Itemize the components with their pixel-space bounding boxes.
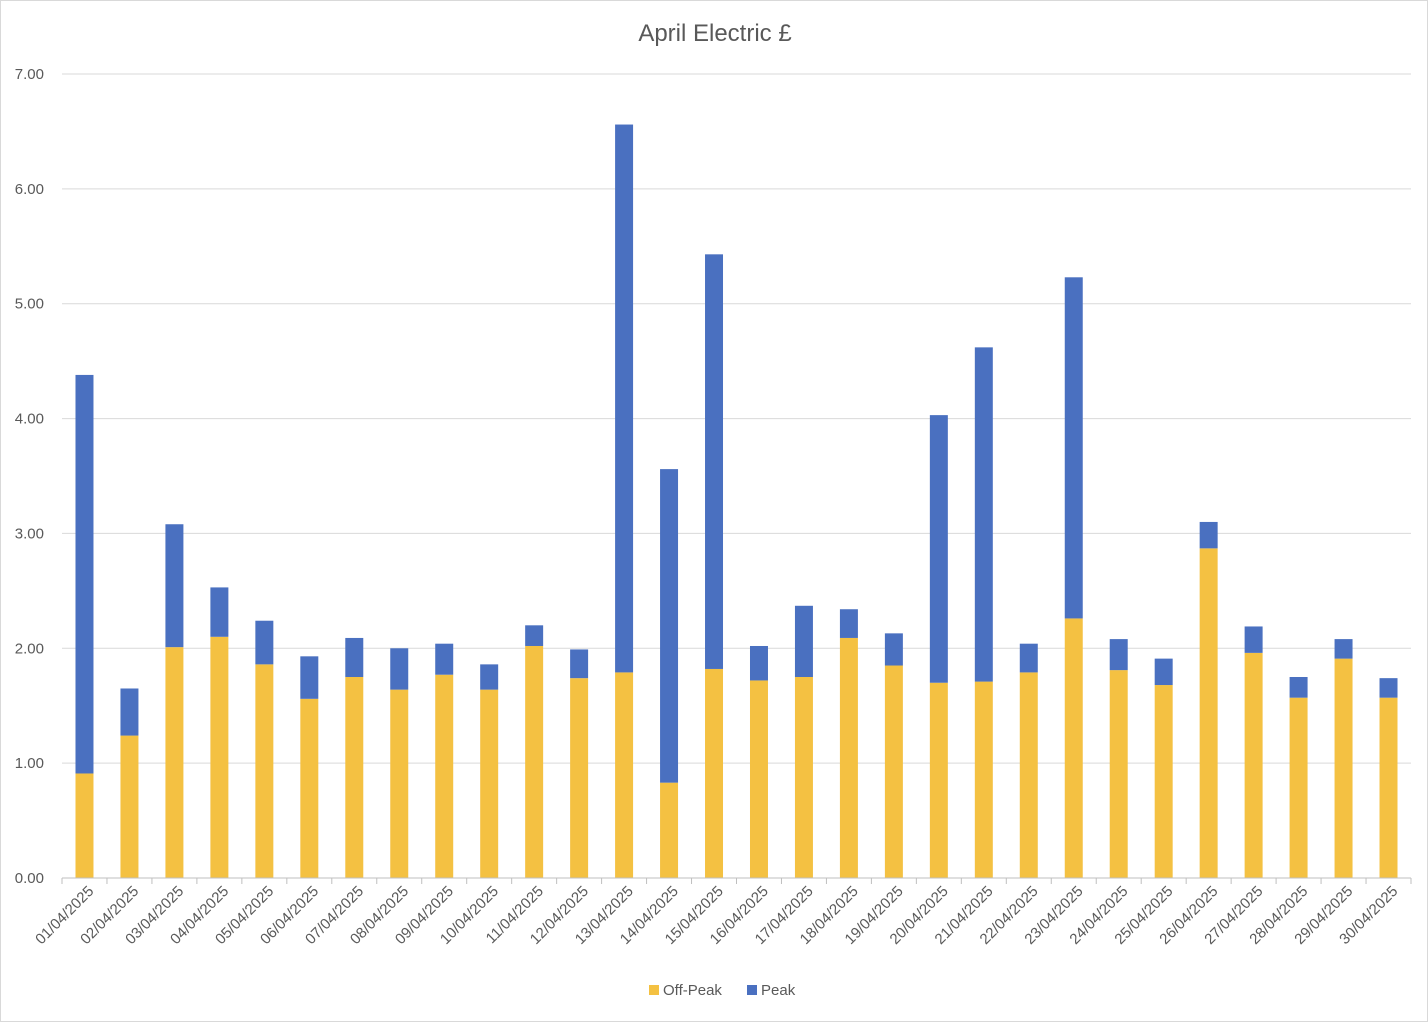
- y-tick-label: 3.00: [15, 525, 44, 542]
- bar-peak: [255, 620, 274, 665]
- bar-peak: [794, 605, 813, 677]
- bar-off-peak: [300, 698, 319, 878]
- bar-off-peak: [794, 677, 813, 878]
- bar-peak: [660, 469, 679, 783]
- bar-peak: [749, 645, 768, 681]
- bar-peak: [929, 415, 948, 683]
- bar-off-peak: [1379, 697, 1398, 878]
- bar-off-peak: [974, 681, 993, 878]
- bar-off-peak: [345, 677, 364, 878]
- y-tick-label: 2.00: [15, 640, 44, 657]
- y-tick-label: 4.00: [15, 411, 44, 428]
- bar-peak: [390, 648, 409, 690]
- bar-off-peak: [749, 680, 768, 878]
- y-tick-label: 6.00: [15, 181, 44, 198]
- legend-swatch: [747, 985, 757, 995]
- legend-label: Off-Peak: [663, 982, 722, 999]
- x-axis: 01/04/202502/04/202503/04/202504/04/2025…: [32, 877, 1412, 948]
- y-tick-label: 5.00: [15, 296, 44, 313]
- bar-peak: [1064, 277, 1083, 619]
- bar-off-peak: [1109, 670, 1128, 878]
- bar-off-peak: [615, 672, 634, 878]
- bar-peak: [1379, 678, 1398, 698]
- bar-off-peak: [1244, 652, 1263, 878]
- bar-off-peak: [929, 682, 948, 878]
- bar-off-peak: [839, 637, 858, 878]
- bar-off-peak: [210, 636, 229, 878]
- bar-peak: [210, 587, 229, 637]
- bar-off-peak: [1154, 685, 1173, 878]
- bar-off-peak: [75, 773, 94, 878]
- bars: [75, 124, 1398, 878]
- bar-peak: [165, 524, 184, 648]
- y-axis: 0.00 1.00 2.00 3.00 4.00 5.00 6.00 7.00: [15, 66, 44, 887]
- bar-off-peak: [660, 782, 679, 878]
- bar-peak: [884, 633, 903, 666]
- legend: Off-Peak Peak: [649, 982, 796, 999]
- bar-off-peak: [884, 665, 903, 878]
- y-tick-label: 0.00: [15, 870, 44, 887]
- legend-label: Peak: [761, 982, 796, 999]
- bar-off-peak: [255, 664, 274, 878]
- bar-off-peak: [120, 735, 139, 878]
- bar-peak: [839, 609, 858, 638]
- bar-peak: [705, 254, 724, 669]
- bar-off-peak: [525, 645, 544, 878]
- bar-peak: [525, 625, 544, 646]
- bar-off-peak: [1199, 548, 1218, 878]
- bar-peak: [300, 656, 319, 699]
- bar-off-peak: [705, 668, 724, 878]
- bar-off-peak: [1289, 697, 1308, 878]
- bar-off-peak: [570, 678, 589, 878]
- bar-peak: [1154, 658, 1173, 686]
- y-tick-label: 7.00: [15, 66, 44, 83]
- chart-title: April Electric £: [638, 20, 791, 47]
- bar-peak: [1199, 521, 1218, 549]
- bar-peak: [1244, 626, 1263, 653]
- bar-peak: [1109, 639, 1128, 671]
- bar-off-peak: [1334, 658, 1353, 878]
- bar-peak: [120, 688, 139, 736]
- bar-peak: [75, 374, 94, 774]
- bar-peak: [1019, 643, 1038, 673]
- bar-peak: [974, 347, 993, 682]
- legend-swatch: [649, 985, 659, 995]
- y-tick-label: 1.00: [15, 755, 44, 772]
- bar-peak: [480, 664, 499, 690]
- bar-peak: [1334, 639, 1353, 659]
- bar-off-peak: [1064, 618, 1083, 878]
- bar-peak: [1289, 677, 1308, 698]
- bar-off-peak: [165, 647, 184, 878]
- bar-off-peak: [435, 674, 454, 878]
- gridlines: [62, 73, 1411, 764]
- bar-off-peak: [390, 689, 409, 878]
- bar-peak: [570, 649, 589, 679]
- bar-off-peak: [480, 689, 499, 878]
- bar-peak: [435, 643, 454, 675]
- bar-off-peak: [1019, 672, 1038, 878]
- bar-peak: [345, 637, 364, 677]
- bar-peak: [615, 124, 634, 673]
